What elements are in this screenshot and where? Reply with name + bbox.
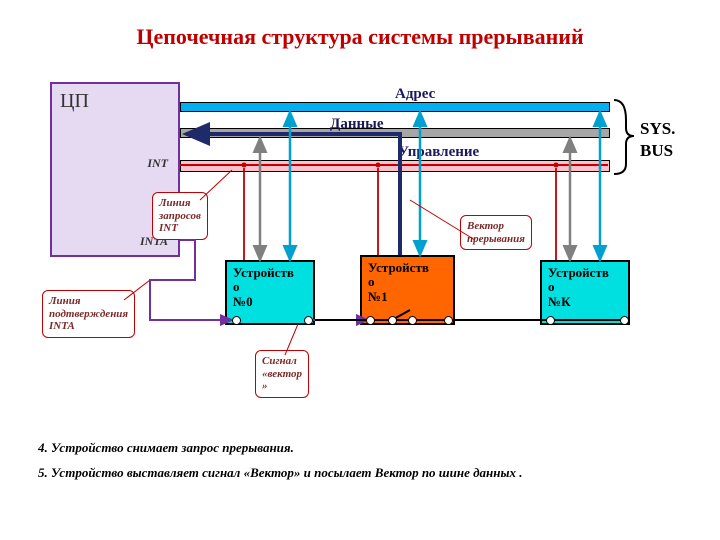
device-k-l1: Устройств [548,265,609,280]
inta-node-dk-out [620,316,629,325]
inta-node-d1-sw-a [388,316,397,325]
callout-inta-ack-l3: INTA [49,320,75,332]
diagram-title: Цепочечная структура системы прерываний [0,24,720,50]
inta-node-d1-in [366,316,375,325]
callout-int-req-l3: INT [159,222,178,234]
label-address: Адрес [395,86,435,103]
note-5: 5. Устройство выставляет сигнал «Вектор»… [38,465,523,481]
inta-node-d1-out [444,316,453,325]
callout-int-req-l2: запросов [159,210,201,222]
device-1-l2: о [368,274,375,289]
inta-node-d1-sw-b [408,316,417,325]
callout-inta-ack-l2: подтверждения [49,308,128,320]
int-line [180,164,608,166]
device-0: Устройств о №0 [225,260,315,325]
callout-signal-vec-l2: «вектор [262,368,302,380]
callout-int-req: Линия запросов INT [152,192,208,240]
device-k-l2: о [548,279,555,294]
diagram-root: Цепочечная структура системы прерываний … [0,0,720,540]
device-0-l1: Устройств [233,265,294,280]
callout-vector: Вектор прерывания [460,215,532,250]
callout-int-req-l1: Линия [159,197,191,209]
cpu-label: ЦП [60,90,89,113]
sysbus-l1: SYS. [640,118,675,140]
callout-vector-l2: прерывания [467,233,525,245]
callout-inta-ack: Линия подтверждения INTA [42,290,135,338]
callout-signal-vec-l3: » [262,380,268,392]
label-control: Управление [398,144,479,161]
inta-node-d0-out [304,316,313,325]
sysbus-l2: BUS [640,140,675,162]
callout-vector-l1: Вектор [467,220,504,232]
device-k-l3: №К [548,294,571,309]
sysbus-label: SYS. BUS [640,118,675,162]
label-data: Данные [330,116,383,133]
device-1: Устройств о №1 [360,255,455,325]
device-0-l2: о [233,279,240,294]
inta-node-d0-in [232,316,241,325]
inta-node-dk-in [546,316,555,325]
bus-data [180,128,610,138]
bus-address [180,102,610,112]
bus-control [180,160,610,172]
cpu-pin-int: INT [147,156,168,171]
device-k: Устройств о №К [540,260,630,325]
callout-signal-vec-l1: Сигнал [262,355,297,367]
callout-inta-ack-l1: Линия [49,295,81,307]
device-1-l3: №1 [368,289,388,304]
callout-signal-vec: Сигнал «вектор » [255,350,309,398]
note-4: 4. Устройство снимает запрос прерывания. [38,440,294,456]
device-0-l3: №0 [233,294,253,309]
device-1-l1: Устройств [368,260,429,275]
